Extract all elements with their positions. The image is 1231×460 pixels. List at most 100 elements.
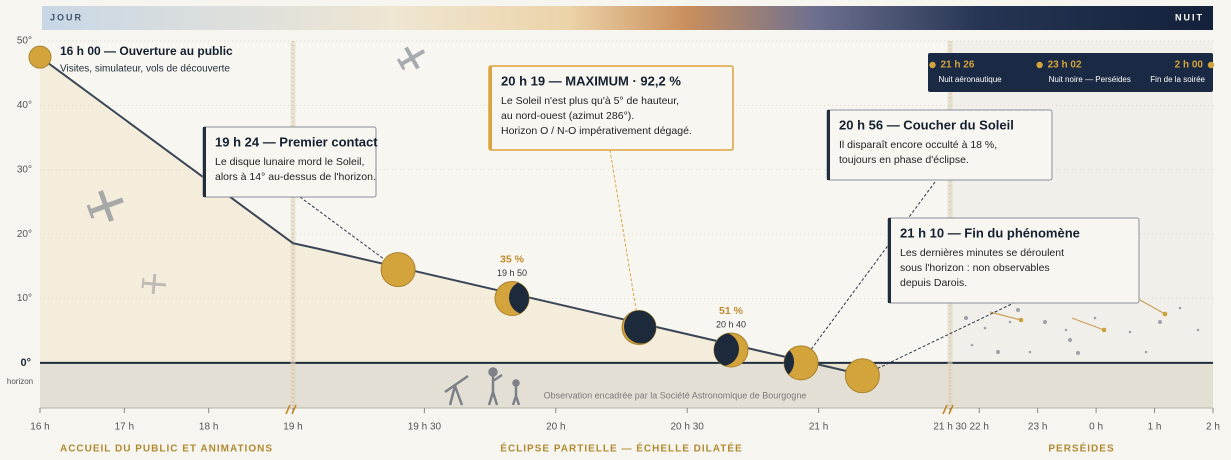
- callout-line: sous l'horizon : non observables: [900, 262, 1050, 274]
- star: [983, 326, 987, 330]
- callout-line: Horizon O / N-O impérativement dégagé.: [501, 125, 692, 137]
- observer-icons: [444, 367, 521, 406]
- x-tick-label: 21 h: [809, 422, 828, 433]
- phase-time: 20 h 40: [716, 319, 746, 329]
- y-tick-label: 50°: [17, 36, 32, 47]
- meteor: [989, 311, 1022, 321]
- star: [996, 350, 1000, 354]
- plane-icons: [86, 46, 426, 295]
- y-tick-label: 10°: [17, 293, 32, 304]
- x-tick-label: 16 h: [30, 422, 49, 433]
- break-mark: [942, 404, 954, 415]
- moon: [714, 333, 739, 367]
- break-mark: [285, 404, 297, 415]
- x-tick-label: 1 h: [1148, 422, 1162, 433]
- altitude-line: [39, 56, 876, 379]
- meteor-head: [1162, 311, 1168, 317]
- phase-pct: 35 %: [500, 253, 525, 265]
- meteor-head: [1101, 327, 1107, 333]
- callout-title: 20 h 19 — MAXIMUM · 92,2 %: [501, 73, 681, 88]
- phase-pct: 51 %: [719, 305, 744, 317]
- star: [1178, 306, 1182, 310]
- star: [1144, 350, 1148, 354]
- star: [1016, 308, 1020, 312]
- section-label: PERSÉIDES: [1048, 442, 1114, 455]
- night-dot: [1207, 61, 1215, 69]
- night-name: Nuit noire — Perséides: [1049, 75, 1131, 84]
- sun: [380, 252, 416, 288]
- night-background: [950, 41, 1213, 363]
- star: [1158, 320, 1162, 324]
- meteor-head: [1018, 317, 1024, 323]
- x-tick-label: 21 h 30: [933, 422, 967, 433]
- leader-line: [299, 196, 399, 270]
- callout-title: 21 h 10 — Fin du phénomène: [900, 225, 1080, 240]
- sun: [844, 358, 880, 394]
- start-title: 16 h 00 — Ouverture au public: [60, 44, 233, 58]
- callout-line: depuis Darois.: [900, 277, 967, 289]
- band-left: JOUR: [50, 12, 83, 22]
- moon: [509, 281, 529, 315]
- night-legend: [928, 53, 1213, 92]
- callout-title: 19 h 24 — Premier contact: [215, 134, 378, 149]
- x-tick-label: 20 h 30: [671, 422, 705, 433]
- meteor: [1139, 299, 1166, 315]
- star: [1064, 328, 1068, 332]
- star: [1028, 350, 1032, 354]
- section-label: ACCUEIL DU PUBLIC ET ANIMATIONS: [60, 444, 273, 455]
- night-name: Fin de la soirée: [1150, 75, 1205, 84]
- meteor: [1071, 317, 1105, 331]
- night-time: 23 h 02: [1048, 60, 1082, 71]
- y-tick-label: 30°: [17, 164, 32, 175]
- callout-accent: [203, 127, 206, 197]
- star: [1043, 320, 1047, 324]
- callout-line: toujours en phase d'éclipse.: [839, 154, 969, 166]
- star: [1196, 328, 1200, 332]
- star: [970, 343, 974, 347]
- x-tick-label: 17 h: [115, 422, 134, 433]
- x-tick-label: 23 h: [1028, 422, 1047, 433]
- star: [1128, 330, 1132, 334]
- callout-line: alors à 14° au-dessus de l'horizon.: [215, 171, 376, 183]
- callout-accent: [827, 110, 830, 180]
- sky-band: [42, 6, 1213, 30]
- callout-line: Il disparaît encore occulté à 18 %,: [839, 139, 997, 151]
- callout-accent: [489, 66, 492, 150]
- x-tick-label: 19 h 30: [408, 422, 442, 433]
- star: [1008, 320, 1012, 324]
- x-tick-label: 20 h: [546, 422, 565, 433]
- section-label: ÉCLIPSE PARTIELLE — ÉCHELLE DILATÉE: [500, 442, 742, 455]
- callout-title: 20 h 56 — Coucher du Soleil: [839, 117, 1014, 132]
- leader-line: [800, 181, 936, 364]
- night-time: 2 h 00: [1175, 60, 1204, 71]
- x-tick-label: 19 h: [283, 422, 302, 433]
- y-tick-label: 0°: [20, 357, 31, 369]
- start-text: Visites, simulateur, vols de découverte: [60, 64, 230, 75]
- y-tick-label: 40°: [17, 100, 32, 111]
- moon: [624, 310, 657, 344]
- leader-line: [862, 299, 1021, 377]
- band-right: NUIT: [1175, 12, 1204, 22]
- below-note: Observation encadrée par la Société Astr…: [544, 390, 807, 400]
- line-area: [40, 57, 876, 378]
- x-tick-label: 2 h: [1206, 422, 1220, 433]
- callout-line: Les dernières minutes se déroulent: [900, 247, 1064, 259]
- x-tick-label: 0 h: [1089, 422, 1103, 433]
- star: [1093, 316, 1097, 320]
- star: [1076, 351, 1080, 355]
- night-name: Nuit aéronautique: [938, 75, 1002, 84]
- callout-line: Le disque lunaire mord le Soleil,: [215, 156, 364, 168]
- star: [964, 316, 968, 320]
- callout-line: Le Soleil n'est plus qu'à 5° de hauteur,: [501, 95, 679, 107]
- star: [1068, 338, 1072, 342]
- x-tick-label: 22 h: [969, 422, 988, 433]
- callout-line: au nord-ouest (azimut 286°).: [501, 110, 634, 122]
- start-marker: [28, 45, 52, 69]
- night-time: 21 h 26: [940, 60, 974, 71]
- horizon-label: horizon: [7, 377, 33, 386]
- night-dot: [929, 61, 936, 69]
- below-horizon: [40, 362, 1213, 408]
- phase-time: 19 h 50: [497, 268, 527, 278]
- y-tick-label: 20°: [17, 229, 32, 240]
